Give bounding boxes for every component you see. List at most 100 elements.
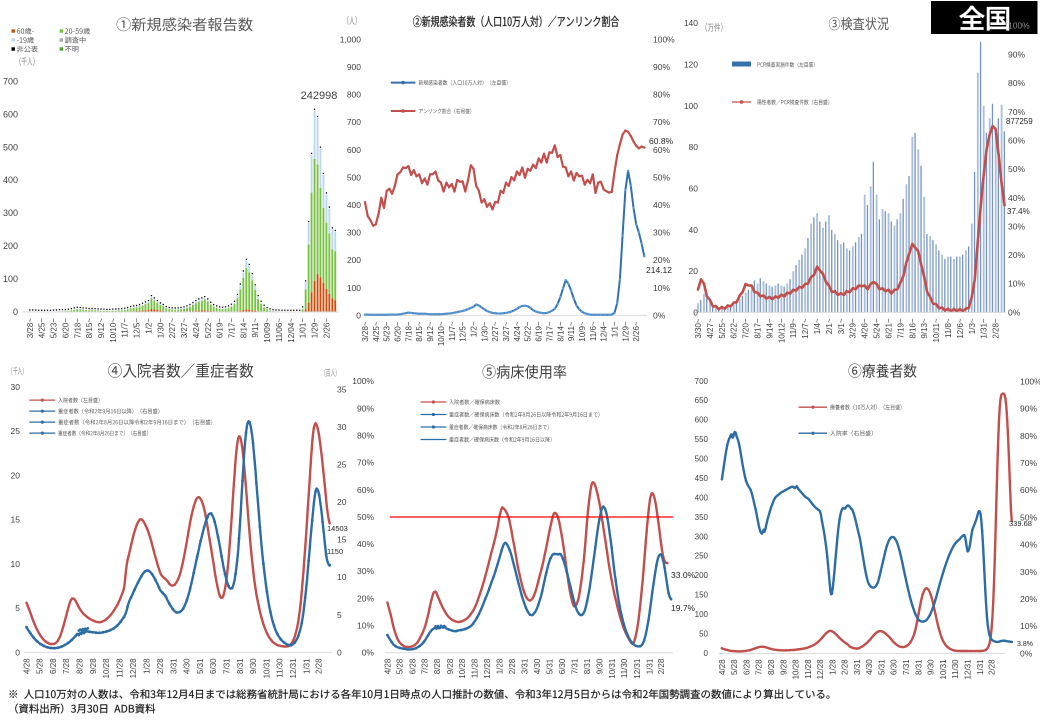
svg-text:3/27~: 3/27~	[502, 321, 511, 342]
svg-text:30%: 30%	[653, 228, 670, 238]
svg-text:100%: 100%	[352, 376, 374, 386]
svg-text:600: 600	[347, 145, 361, 155]
svg-text:200: 200	[347, 255, 361, 265]
svg-text:8/17~: 8/17~	[754, 318, 763, 339]
svg-text:700: 700	[695, 377, 709, 386]
svg-text:1/29~: 1/29~	[621, 321, 630, 342]
svg-text:11/06~: 11/06~	[275, 318, 284, 342]
svg-text:10/12~: 10/12~	[777, 318, 786, 343]
svg-text:4/30: 4/30	[533, 658, 542, 674]
svg-text:1/31: 1/31	[645, 658, 654, 674]
svg-text:214.12: 214.12	[646, 265, 672, 275]
svg-text:4/24~: 4/24~	[513, 321, 522, 342]
svg-text:9/11~: 9/11~	[567, 321, 576, 341]
svg-text:4/27~: 4/27~	[706, 318, 715, 339]
svg-text:339.68: 339.68	[1009, 519, 1032, 528]
svg-text:100: 100	[347, 283, 361, 293]
svg-text:500: 500	[695, 455, 709, 464]
svg-text:4/30: 4/30	[182, 658, 191, 674]
svg-text:40%: 40%	[653, 200, 670, 210]
svg-text:1/31~: 1/31~	[980, 318, 989, 339]
svg-text:2/1~: 2/1~	[825, 318, 834, 334]
svg-text:6/30: 6/30	[558, 658, 567, 674]
svg-text:12/28: 12/28	[816, 659, 825, 680]
svg-text:10%: 10%	[357, 621, 374, 631]
svg-text:1/28: 1/28	[142, 658, 151, 674]
svg-text:50%: 50%	[1008, 164, 1025, 174]
svg-text:6/30: 6/30	[209, 658, 218, 674]
svg-text:11/9~: 11/9~	[789, 318, 798, 338]
svg-text:12/6~: 12/6~	[956, 318, 965, 339]
svg-text:40%: 40%	[1020, 540, 1037, 550]
svg-text:7/31: 7/31	[902, 659, 911, 675]
svg-text:0%: 0%	[1020, 648, 1033, 658]
svg-text:700: 700	[347, 117, 361, 127]
svg-text:37.4%: 37.4%	[1007, 207, 1030, 216]
svg-text:100%: 100%	[1008, 21, 1030, 31]
svg-text:7/28: 7/28	[420, 658, 429, 674]
svg-text:12/7~: 12/7~	[801, 318, 810, 339]
svg-text:8/16~: 8/16~	[908, 318, 917, 339]
svg-text:1/4~: 1/4~	[813, 318, 822, 334]
svg-text:800: 800	[347, 90, 361, 100]
svg-text:5/24~: 5/24~	[873, 318, 882, 339]
svg-text:100: 100	[684, 101, 698, 111]
svg-text:500: 500	[347, 172, 361, 182]
svg-text:100%: 100%	[1020, 376, 1040, 386]
svg-text:80%: 80%	[653, 90, 670, 100]
svg-text:9/12~: 9/12~	[97, 318, 106, 339]
svg-text:10/09~: 10/09~	[263, 318, 272, 343]
svg-text:2/28: 2/28	[508, 658, 517, 674]
svg-text:6/21~: 6/21~	[884, 318, 893, 339]
svg-text:2/28~: 2/28~	[992, 318, 1001, 339]
svg-text:300: 300	[3, 208, 18, 218]
svg-text:25: 25	[11, 426, 21, 436]
svg-text:9/11~: 9/11~	[251, 318, 260, 338]
svg-text:2/28: 2/28	[657, 658, 666, 674]
svg-text:1/31: 1/31	[976, 659, 985, 675]
svg-text:9/14~: 9/14~	[765, 318, 774, 339]
svg-text:3/1~: 3/1~	[837, 318, 846, 334]
svg-text:80: 80	[689, 142, 699, 152]
svg-text:8/14~: 8/14~	[556, 321, 565, 342]
svg-text:6/28: 6/28	[742, 659, 751, 675]
svg-text:6/19~: 6/19~	[216, 318, 225, 339]
svg-text:7/17~: 7/17~	[545, 321, 554, 342]
svg-text:9/12~: 9/12~	[426, 321, 435, 342]
svg-text:10/28: 10/28	[458, 658, 467, 679]
svg-text:5/23~: 5/23~	[383, 321, 392, 342]
svg-text:100%: 100%	[653, 34, 675, 44]
svg-text:1/29~: 1/29~	[311, 318, 320, 339]
svg-text:6/20~: 6/20~	[394, 321, 403, 342]
svg-text:0%: 0%	[653, 310, 666, 320]
svg-text:5/23~: 5/23~	[50, 318, 59, 339]
svg-text:120: 120	[684, 60, 698, 70]
svg-text:1150: 1150	[327, 547, 343, 556]
svg-text:1/28: 1/28	[495, 658, 504, 674]
svg-text:12/28: 12/28	[483, 658, 492, 679]
svg-text:12/5~: 12/5~	[133, 318, 142, 339]
svg-text:3/30~: 3/30~	[694, 318, 703, 339]
svg-text:1/30~: 1/30~	[156, 318, 165, 339]
svg-text:900: 900	[347, 62, 361, 72]
svg-text:0%: 0%	[1008, 307, 1021, 317]
svg-text:11/28: 11/28	[804, 659, 813, 679]
svg-text:1/2~: 1/2~	[469, 321, 478, 337]
svg-text:4/28: 4/28	[23, 658, 32, 674]
svg-text:6/28: 6/28	[49, 658, 58, 674]
svg-text:400: 400	[3, 175, 18, 185]
svg-text:8/28: 8/28	[76, 658, 85, 674]
svg-text:90%: 90%	[1020, 404, 1037, 414]
svg-text:1/28: 1/28	[828, 659, 837, 675]
svg-text:12/31: 12/31	[289, 658, 298, 679]
svg-text:50%: 50%	[1020, 512, 1037, 522]
svg-text:7/18~: 7/18~	[73, 318, 82, 339]
svg-text:90%: 90%	[357, 403, 374, 413]
svg-text:4/26~: 4/26~	[861, 318, 870, 339]
svg-text:60: 60	[689, 183, 699, 193]
svg-text:10/31: 10/31	[939, 659, 948, 680]
svg-text:19.7%: 19.7%	[671, 603, 696, 613]
svg-text:50: 50	[699, 630, 708, 639]
svg-text:5/22~: 5/22~	[204, 318, 213, 339]
svg-text:5/31: 5/31	[546, 658, 555, 674]
